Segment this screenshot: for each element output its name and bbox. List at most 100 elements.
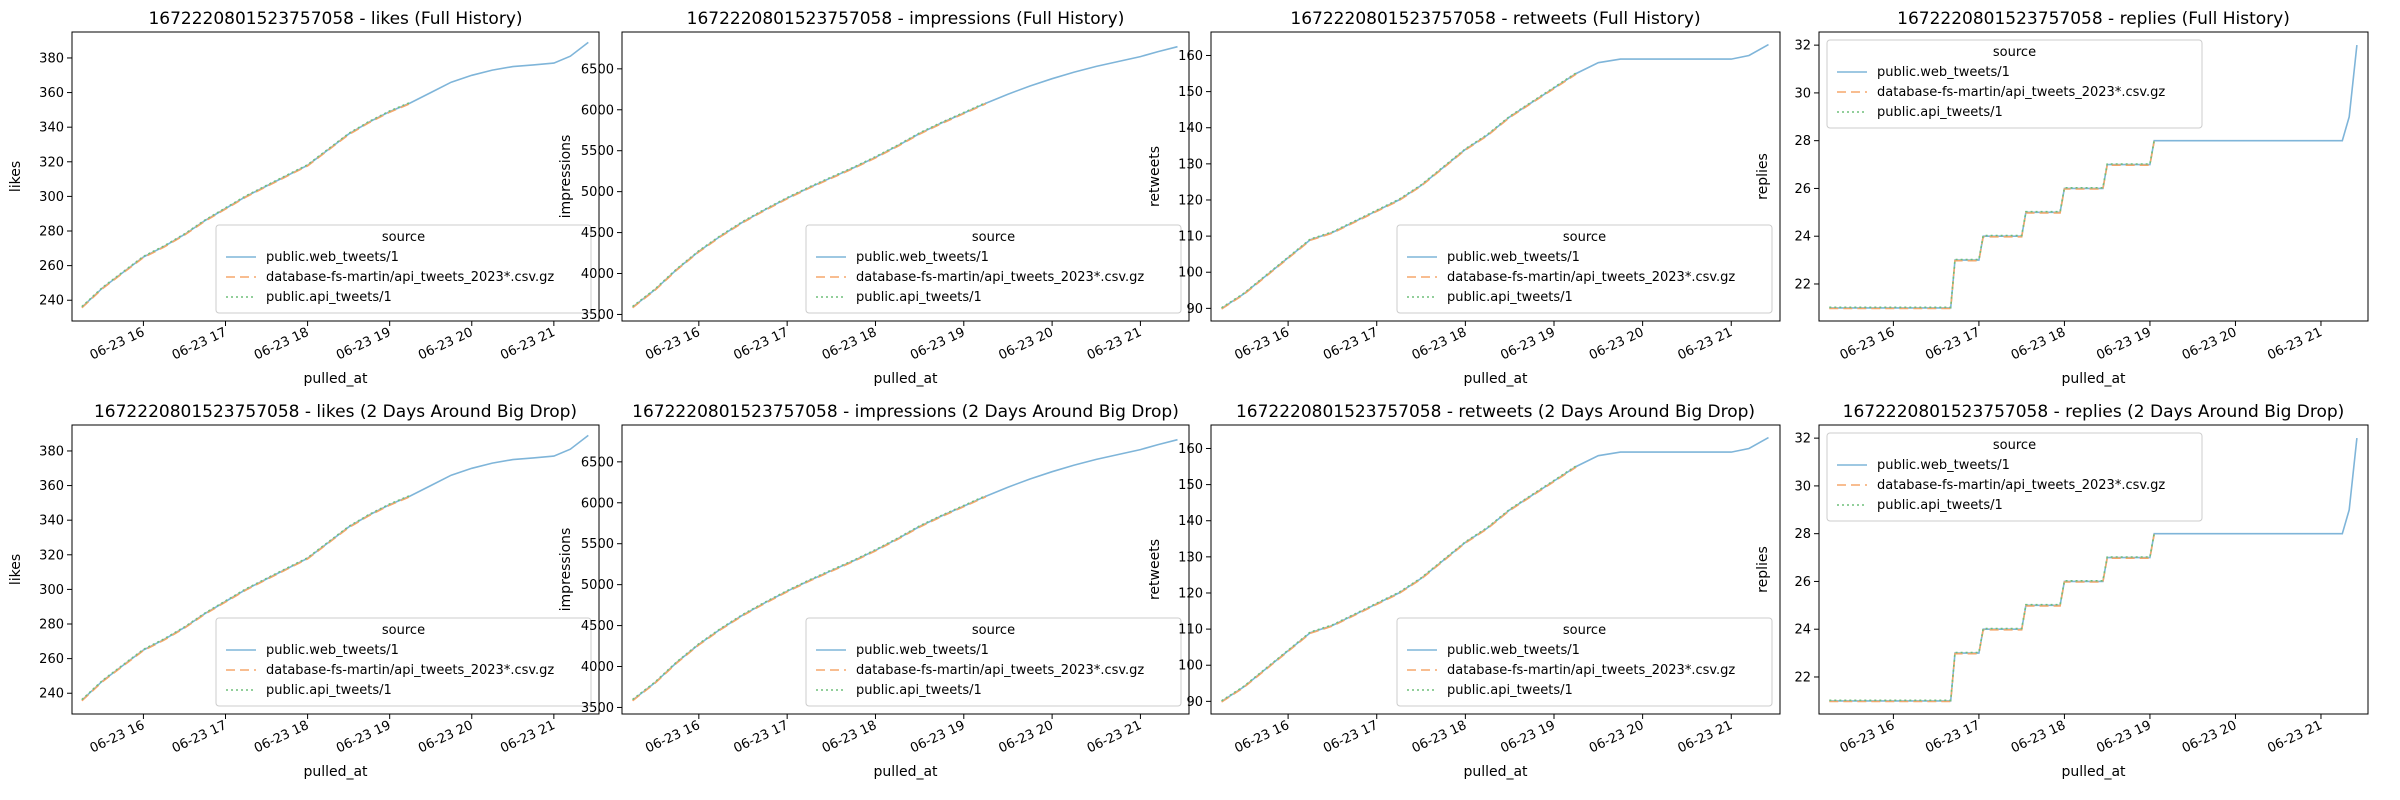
legend-box	[1396, 617, 1773, 707]
chart-title: 1672220801523757058 - impressions (Full …	[687, 9, 1125, 29]
chart-title: 1672220801523757058 - retweets (Full His…	[1290, 9, 1700, 29]
y-axis-label: replies	[1755, 153, 1771, 200]
y-axis-label: retweets	[1147, 146, 1163, 207]
legend: source public.web_tweets/1 database-fs-mar…	[805, 224, 1182, 314]
x-tick-label: 06-23 17	[1923, 718, 1982, 756]
legend-entry-label: public.api_tweets/1	[266, 683, 392, 698]
x-tick-label: 06-23 16	[1838, 325, 1897, 363]
y-tick-label: 90	[1186, 302, 1203, 317]
axes-frame	[71, 31, 600, 322]
y-tick-label: 28	[1794, 134, 1811, 149]
legend-entry-label: public.web_tweets/1	[1877, 458, 2010, 473]
y-tick-label: 240	[39, 294, 64, 309]
chart-title: 1672220801523757058 - retweets (2 Days A…	[1236, 402, 1755, 422]
x-tick-label: 06-23 21	[1676, 718, 1735, 756]
y-tick-label: 380	[39, 444, 64, 459]
legend-entry-label: public.api_tweets/1	[856, 683, 982, 698]
y-tick-label: 150	[1178, 478, 1203, 493]
y-tick-label: 110	[1178, 623, 1203, 638]
legend-title: source	[1993, 438, 2036, 453]
x-axis-label: pulled_at	[873, 371, 938, 387]
y-axis-label: likes	[8, 554, 24, 585]
legend-entry-label: database-fs-martin/api_tweets_2023*.csv.…	[1877, 85, 2165, 100]
legend-entry-label: public.web_tweets/1	[856, 250, 989, 265]
y-tick-label: 130	[1178, 550, 1203, 565]
x-tick-label: 06-23 20	[996, 718, 1055, 756]
legend-box	[1826, 432, 2203, 522]
legend: source public.web_tweets/1 database-fs-mar…	[805, 617, 1182, 707]
x-tick-label: 06-23 21	[1676, 325, 1735, 363]
y-tick-label: 160	[1178, 49, 1203, 64]
series-line-database-fs-martin-api-tweets-2023-csv-gz	[1829, 141, 2155, 310]
x-tick-label: 06-23 19	[1498, 325, 1557, 363]
y-tick-label: 140	[1178, 121, 1203, 136]
x-axis-label: pulled_at	[1463, 371, 1528, 387]
legend-entry-label: public.web_tweets/1	[1447, 250, 1580, 265]
y-tick-label: 5000	[581, 185, 614, 200]
x-tick-label: 06-23 16	[643, 325, 702, 363]
series-line-public-api-tweets-1	[81, 101, 411, 308]
x-tick-label: 06-23 18	[2009, 718, 2068, 756]
x-axis-label: pulled_at	[2061, 764, 2126, 780]
y-tick-label: 120	[1178, 586, 1203, 601]
x-tick-label: 06-23 20	[1587, 718, 1646, 756]
x-tick-label: 06-23 18	[252, 718, 311, 756]
x-tick-label: 06-23 16	[1232, 718, 1291, 756]
legend-box	[1826, 39, 2203, 129]
x-tick-label: 06-23 21	[2265, 325, 2324, 363]
y-tick-label: 90	[1186, 695, 1203, 710]
x-tick-label: 06-23 20	[416, 325, 475, 363]
y-axis-label: replies	[1755, 546, 1771, 593]
series-line-database-fs-martin-api-tweets-2023-csv-gz	[81, 495, 411, 702]
y-tick-label: 30	[1794, 86, 1811, 101]
y-tick-label: 280	[39, 225, 64, 240]
series-line-public-api-tweets-1	[1829, 139, 2155, 309]
x-axis-label: pulled_at	[2061, 371, 2126, 387]
y-tick-label: 240	[39, 687, 64, 702]
y-tick-label: 26	[1794, 575, 1811, 590]
x-tick-label: 06-23 20	[2180, 325, 2239, 363]
x-tick-label: 06-23 17	[732, 718, 791, 756]
x-tick-label: 06-23 19	[908, 325, 967, 363]
legend-entry-label: database-fs-martin/api_tweets_2023*.csv.…	[856, 270, 1144, 285]
x-tick-label: 06-23 19	[908, 718, 967, 756]
axes-frame	[621, 424, 1190, 715]
x-tick-label: 06-23 16	[1232, 325, 1291, 363]
chart-title: 1672220801523757058 - replies (2 Days Ar…	[1843, 402, 2345, 422]
y-axis-label: impressions	[558, 135, 574, 219]
legend-entry-label: database-fs-martin/api_tweets_2023*.csv.…	[266, 663, 554, 678]
y-tick-label: 30	[1794, 479, 1811, 494]
y-tick-label: 110	[1178, 230, 1203, 245]
y-tick-label: 100	[1178, 266, 1203, 281]
legend-entry-label: database-fs-martin/api_tweets_2023*.csv.…	[856, 663, 1144, 678]
y-tick-label: 5000	[581, 578, 614, 593]
legend-entry-label: public.web_tweets/1	[856, 643, 989, 658]
legend-entry-label: public.web_tweets/1	[266, 643, 399, 658]
legend-title: source	[972, 623, 1015, 638]
x-tick-label: 06-23 18	[252, 325, 311, 363]
legend-box	[805, 224, 1182, 314]
y-tick-label: 26	[1794, 182, 1811, 197]
y-tick-label: 150	[1178, 85, 1203, 100]
y-tick-label: 260	[39, 259, 64, 274]
series-line-database-fs-martin-api-tweets-2023-csv-gz	[1221, 466, 1577, 703]
legend-entry-label: public.web_tweets/1	[1447, 643, 1580, 658]
legend-entry-label: database-fs-martin/api_tweets_2023*.csv.…	[1877, 478, 2165, 493]
legend-entry-label: public.web_tweets/1	[1877, 65, 2010, 80]
legend: source public.web_tweets/1 database-fs-mar…	[1826, 39, 2203, 129]
legend: source public.web_tweets/1 database-fs-mar…	[215, 224, 592, 314]
y-tick-label: 6000	[581, 496, 614, 511]
x-tick-label: 06-23 19	[334, 718, 393, 756]
x-tick-label: 06-23 18	[820, 718, 879, 756]
legend-entry-label: public.api_tweets/1	[1877, 498, 2003, 513]
chart-panel-retweets-two-days: 1672220801523757058 - retweets (2 Days A…	[1147, 402, 1781, 780]
chart-title: 1672220801523757058 - likes (2 Days Arou…	[94, 402, 577, 422]
y-tick-label: 120	[1178, 193, 1203, 208]
y-tick-label: 3500	[581, 701, 614, 716]
legend: source public.web_tweets/1 database-fs-mar…	[215, 617, 592, 707]
legend-entry-label: database-fs-martin/api_tweets_2023*.csv.…	[1447, 663, 1735, 678]
y-tick-label: 22	[1794, 277, 1811, 292]
x-tick-label: 06-23 17	[732, 325, 791, 363]
y-tick-label: 4000	[581, 267, 614, 282]
